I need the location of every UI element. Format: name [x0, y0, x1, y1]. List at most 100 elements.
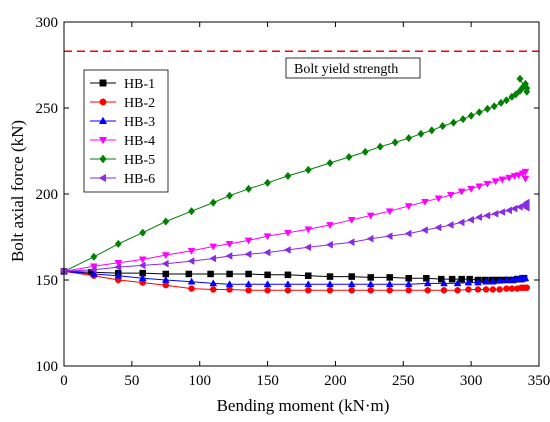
data-point: [498, 176, 507, 184]
x-tick-label: 200: [324, 373, 347, 389]
y-tick-label: 100: [36, 359, 59, 375]
data-point: [187, 247, 196, 255]
data-point: [457, 188, 466, 196]
data-point: [404, 203, 413, 211]
data-point: [434, 195, 443, 203]
data-point: [187, 277, 196, 285]
data-point: [404, 229, 412, 238]
x-axis-title: Bending moment (kN·m): [217, 396, 390, 415]
data-point: [423, 275, 430, 282]
data-point: [446, 192, 455, 199]
data-point: [162, 217, 170, 226]
y-axis-title: Bolt axial force (kN): [8, 120, 27, 262]
reference-annotation: Bolt yield strength: [285, 57, 421, 79]
legend-label: HB-6: [124, 172, 155, 187]
data-point: [508, 285, 516, 292]
data-point: [458, 275, 465, 283]
legend-label: HB-5: [124, 153, 155, 168]
data-point: [522, 198, 530, 207]
data-point: [347, 238, 355, 247]
data-point: [326, 280, 334, 288]
data-point: [366, 212, 375, 220]
data-point: [453, 279, 462, 287]
data-point: [385, 280, 394, 288]
data-point: [264, 271, 271, 279]
data-point: [465, 286, 472, 293]
data-point: [264, 287, 271, 294]
data-point: [467, 186, 476, 193]
data-point: [491, 209, 499, 218]
data-point: [423, 279, 432, 287]
legend-marker: [98, 137, 108, 145]
data-point: [440, 287, 448, 294]
legend-item: HB-6: [90, 172, 155, 187]
legend-marker: [98, 116, 108, 124]
data-point: [90, 252, 98, 261]
legend-item: HB-4: [90, 134, 155, 149]
data-point: [489, 286, 497, 293]
data-point: [304, 165, 312, 175]
data-point: [138, 256, 147, 264]
legend-marker: [99, 79, 107, 87]
data-point: [245, 270, 252, 278]
legend-item: HB-5: [90, 153, 155, 168]
legend-item: HB-2: [90, 96, 155, 111]
data-point: [284, 271, 292, 279]
data-point: [440, 279, 448, 287]
data-point: [326, 158, 334, 168]
data-point: [516, 74, 524, 83]
data-point: [464, 278, 473, 286]
data-point: [188, 207, 196, 216]
x-tick-label: 250: [392, 373, 415, 389]
data-point: [439, 121, 447, 131]
plot-area: [59, 50, 539, 294]
data-point: [502, 275, 511, 283]
data-point: [305, 272, 312, 279]
legend-label: HB-1: [124, 77, 155, 92]
legend-item: HB-3: [90, 115, 155, 130]
data-point: [326, 222, 334, 230]
data-point: [523, 87, 531, 96]
data-point: [114, 263, 122, 271]
data-point: [483, 180, 492, 188]
data-point: [207, 270, 214, 278]
data-point: [209, 243, 218, 251]
data-point: [496, 286, 503, 293]
axes: 0 50 100 150 200 250 300 350 100 150 200 250 300: [36, 15, 550, 389]
data-point: [210, 286, 217, 293]
data-point: [284, 229, 292, 237]
data-point: [209, 279, 218, 287]
data-point: [244, 280, 253, 288]
legend-label: HB-2: [124, 96, 155, 111]
data-point: [450, 118, 457, 127]
data-point: [139, 228, 147, 237]
data-point: [263, 248, 271, 257]
data-point: [523, 284, 531, 291]
data-point: [446, 221, 454, 229]
data-point: [264, 178, 272, 187]
data-point: [59, 267, 67, 276]
y-tick-label: 300: [36, 15, 59, 31]
data-point: [428, 126, 436, 135]
data-point: [114, 239, 122, 249]
data-point: [404, 280, 413, 288]
data-point: [161, 275, 170, 283]
data-point: [161, 259, 169, 268]
data-point: [457, 218, 465, 227]
data-point: [386, 287, 393, 294]
legend-marker: [99, 154, 107, 164]
data-point: [417, 129, 425, 138]
data-point: [483, 104, 491, 113]
data-point: [497, 98, 505, 107]
data-point: [503, 285, 510, 292]
data-point: [405, 287, 412, 294]
data-point: [347, 217, 356, 224]
data-point: [482, 277, 490, 285]
data-point: [512, 90, 520, 99]
x-tick-label: 150: [256, 373, 279, 389]
data-point: [89, 269, 98, 277]
data-point: [114, 271, 123, 279]
data-point: [348, 287, 355, 294]
data-point: [475, 183, 484, 191]
